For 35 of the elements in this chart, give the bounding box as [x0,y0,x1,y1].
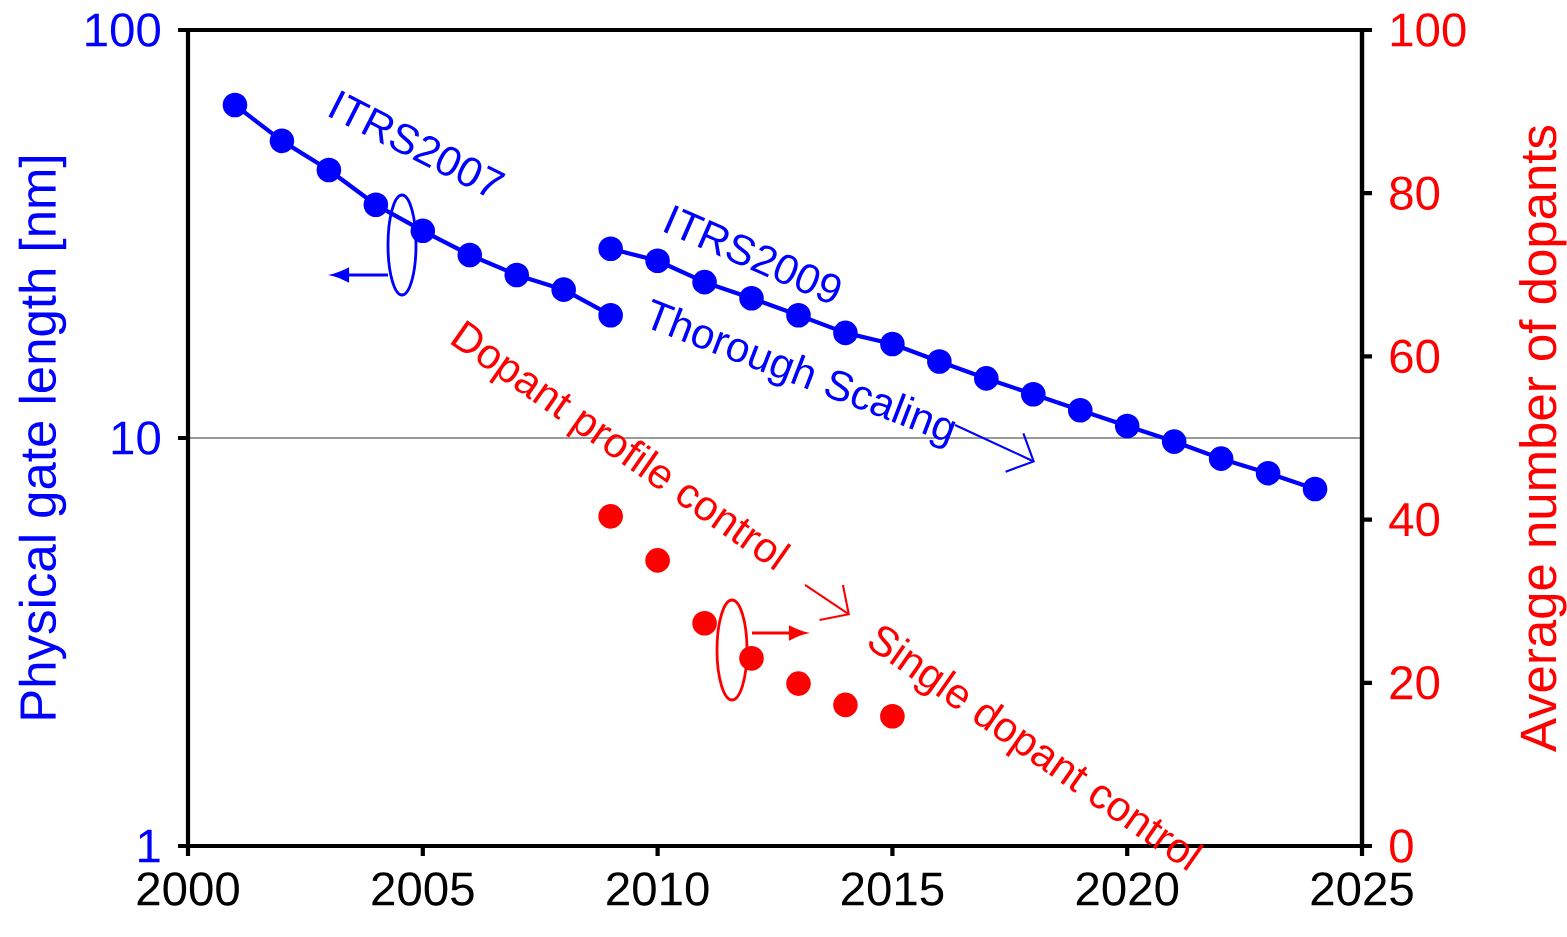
y-tick-label: 1 [139,829,160,863]
y2-tick-label: 60 [1390,339,1440,374]
x-tick-label: 2015 [842,872,944,906]
point [598,302,623,328]
y2-tick-label: 80 [1390,176,1440,210]
y2-tick-label: 40 [1389,502,1440,537]
point [1114,413,1140,439]
y2-tick-label: 100 [1391,13,1466,47]
point [1208,446,1234,471]
point [833,320,858,346]
point [457,242,483,268]
point [410,218,436,244]
y2-tick-label: 0 [1390,829,1413,863]
y2-tick-label: 20 [1390,666,1440,700]
point [551,277,576,302]
point [1020,381,1046,407]
x-tick-label: 2005 [372,872,474,906]
x-tick-label: 2020 [1076,872,1179,906]
point [1067,397,1093,423]
y-axis-title: Physical gate length [nm] [18,157,67,719]
point [1302,476,1328,502]
point [222,92,248,118]
point [269,128,295,154]
point [1161,429,1187,454]
x-tick-label: 2010 [607,872,709,906]
y2-axis-title: Average number of dopants [1519,125,1567,752]
point [598,236,623,262]
point [1255,460,1281,486]
point [880,331,905,357]
point [974,366,999,391]
x-tick-label: 2025 [1311,872,1413,906]
y-tick-label: 10 [112,421,160,455]
x-tick-label: 2000 [137,872,239,906]
y-tick-label: 100 [86,13,160,47]
point [504,262,530,288]
